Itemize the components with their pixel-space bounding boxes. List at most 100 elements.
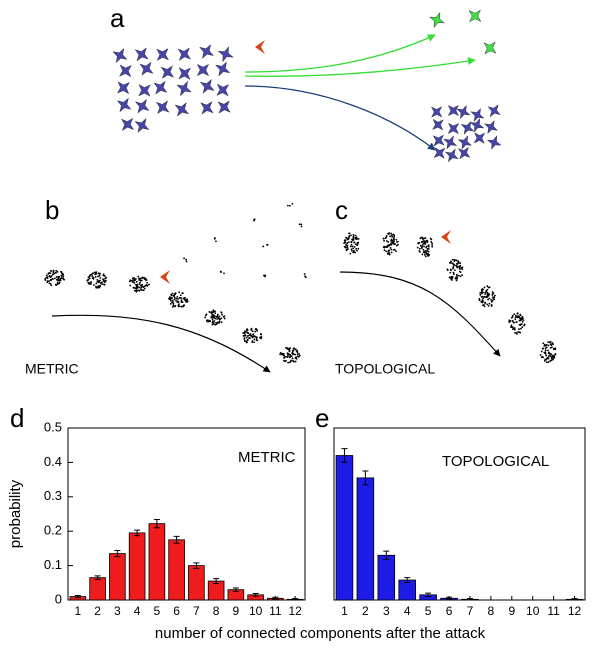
flock-dot <box>58 282 60 285</box>
flock-dot <box>264 275 266 278</box>
flock-dot <box>511 320 514 322</box>
flock-dot <box>350 249 353 252</box>
x-tick-label: 6 <box>173 604 180 618</box>
flock-dot <box>552 355 555 358</box>
flock-dot <box>541 347 544 350</box>
flock-dot <box>344 239 347 242</box>
flock-dot <box>242 332 245 334</box>
flock-dot <box>430 240 433 243</box>
flock-dot <box>177 298 179 300</box>
flock-dot <box>490 300 493 303</box>
flock-dot <box>424 242 427 245</box>
flock-dot <box>455 276 458 279</box>
bird-icon <box>444 148 459 163</box>
flock-dot <box>179 294 182 297</box>
flock-dot <box>133 281 136 284</box>
flock-dot <box>54 271 57 274</box>
bird-icon <box>139 61 154 76</box>
bird-icon <box>428 11 446 29</box>
flock-dot <box>357 247 360 250</box>
flock-dot <box>479 291 482 294</box>
flock-dot <box>170 299 172 302</box>
flock-dot <box>254 335 257 338</box>
flock-dot <box>479 293 482 296</box>
flock-dot <box>352 238 355 241</box>
x-tick-label: 6 <box>446 604 453 618</box>
flock-dot <box>292 347 295 350</box>
flock-dot <box>357 241 360 244</box>
flock-dot <box>243 330 246 333</box>
y-axis-label: probability <box>7 479 24 548</box>
error-bar <box>232 587 239 592</box>
flock-dot <box>352 234 355 236</box>
flock-dot <box>252 333 255 336</box>
flock-dot <box>547 355 550 358</box>
flock-dot <box>99 272 101 275</box>
flock-dot <box>456 262 458 265</box>
flock-dot <box>180 301 183 303</box>
flock-dot <box>490 304 493 307</box>
flock-dot <box>483 305 486 308</box>
bird-icon <box>199 44 214 59</box>
x-tick-label: 5 <box>154 604 161 618</box>
x-tick-label: 12 <box>568 604 582 618</box>
bird-icon <box>460 120 475 135</box>
flock-dot <box>350 241 353 244</box>
flock-dot <box>544 344 547 347</box>
predator-icon <box>160 270 170 284</box>
flock-dot <box>520 323 523 326</box>
flock-dot <box>491 294 494 296</box>
flock-dot <box>487 298 489 301</box>
flock-dot <box>94 272 97 275</box>
flock-dot <box>87 278 90 281</box>
flock-dot <box>492 292 495 295</box>
flock-dot <box>100 282 102 285</box>
flock-dot <box>176 295 179 298</box>
flock-dot <box>289 204 291 207</box>
flock-dot <box>449 271 452 274</box>
flock-dot <box>490 298 492 301</box>
flock-dot <box>430 238 433 241</box>
flock-dot <box>513 328 516 331</box>
flock-dot <box>53 272 55 275</box>
flock-dot <box>349 245 352 248</box>
flock-dot <box>514 318 517 321</box>
y-tick-label: 0.3 <box>44 488 62 503</box>
flock-dot <box>177 305 180 308</box>
flock-dot <box>450 262 453 264</box>
flock-dot <box>253 219 255 222</box>
bird-icon <box>177 47 192 61</box>
flock-dot <box>522 319 525 322</box>
bird-icon <box>486 135 502 150</box>
flock-dot <box>171 305 174 308</box>
flock-dot <box>255 339 258 341</box>
flock-dot <box>173 293 176 296</box>
flock-dot <box>514 331 516 334</box>
flock-dot <box>221 313 224 316</box>
error-bar <box>213 578 220 584</box>
flock-dot <box>223 272 225 275</box>
flock-dot <box>453 260 456 263</box>
flock-dot <box>451 258 454 261</box>
flock-dot <box>282 353 285 355</box>
flock-dot <box>88 277 91 280</box>
flock-dot <box>243 337 246 340</box>
flock-dot <box>206 320 209 323</box>
flock-dot <box>204 316 207 319</box>
flock-dot <box>544 358 546 361</box>
x-tick-label: 7 <box>467 604 474 618</box>
flock-dot <box>99 279 101 282</box>
flock-dot <box>87 282 90 285</box>
flock-dot <box>419 237 422 240</box>
flock-dot <box>212 309 215 312</box>
flock-dot <box>289 354 291 356</box>
flock-dot <box>390 240 392 242</box>
flock-dot <box>393 243 396 245</box>
error-bar <box>153 519 160 529</box>
flock-dot <box>457 274 460 277</box>
bird-icon <box>470 107 485 122</box>
flock-dot <box>95 286 98 289</box>
flock-dot <box>215 240 217 243</box>
flock-dot <box>209 320 211 323</box>
flock-dot <box>391 241 394 244</box>
